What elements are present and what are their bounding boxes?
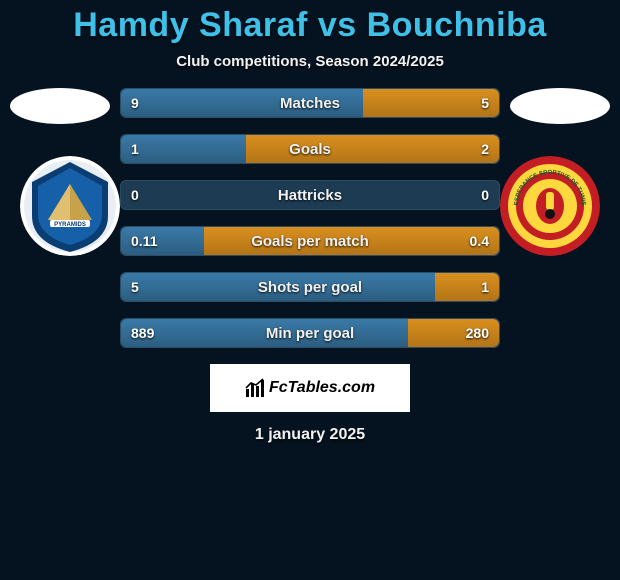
comparison-date: 1 january 2025	[0, 426, 620, 444]
stat-value-left: 1	[121, 135, 149, 163]
stat-value-right: 280	[456, 319, 499, 347]
stat-row: Goals1 2	[120, 134, 500, 164]
stat-value-left: 889	[121, 319, 164, 347]
stat-value-left: 0.11	[121, 227, 167, 255]
comparison-subtitle: Club competitions, Season 2024/2025	[0, 53, 620, 70]
player-left-photo-placeholder	[10, 88, 110, 124]
stat-value-right: 0	[471, 181, 499, 209]
attribution-text: FcTables.com	[269, 379, 375, 397]
comparison-title: Hamdy Sharaf vs Bouchniba	[0, 0, 620, 45]
club-badge-right: ESPERANCE SPORTIVE DE TUNIS	[500, 156, 600, 256]
stat-value-right: 0.4	[460, 227, 499, 255]
stat-label: Goals	[121, 135, 499, 163]
stat-row: Goals per match0.11 0.4	[120, 226, 500, 256]
stat-label: Shots per goal	[121, 273, 499, 301]
stat-row: Matches9 5	[120, 88, 500, 118]
svg-text:PYRAMIDS: PYRAMIDS	[54, 222, 86, 228]
chart-icon	[245, 378, 265, 398]
stats-list: Matches95Goals12Hattricks00Goals per mat…	[120, 88, 500, 348]
attribution-banner: FcTables.com	[210, 364, 410, 412]
stat-value-right: 5	[471, 89, 499, 117]
comparison-panel: PYRAMIDS ESPERANCE SPORTIVE DE TUNIS Mat…	[0, 88, 620, 444]
stat-value-right: 1	[471, 273, 499, 301]
stat-value-left: 9	[121, 89, 149, 117]
stat-value-right: 2	[471, 135, 499, 163]
stat-value-left: 0	[121, 181, 149, 209]
stat-value-left: 5	[121, 273, 149, 301]
stat-label: Min per goal	[121, 319, 499, 347]
stat-label: Hattricks	[121, 181, 499, 209]
stat-label: Matches	[121, 89, 499, 117]
player-right-photo-placeholder	[510, 88, 610, 124]
stat-label: Goals per match	[121, 227, 499, 255]
club-badge-left: PYRAMIDS	[20, 156, 120, 256]
stat-row: Shots per goal5 1	[120, 272, 500, 302]
stat-row: Hattricks0 0	[120, 180, 500, 210]
stat-row: Min per goal889 280	[120, 318, 500, 348]
